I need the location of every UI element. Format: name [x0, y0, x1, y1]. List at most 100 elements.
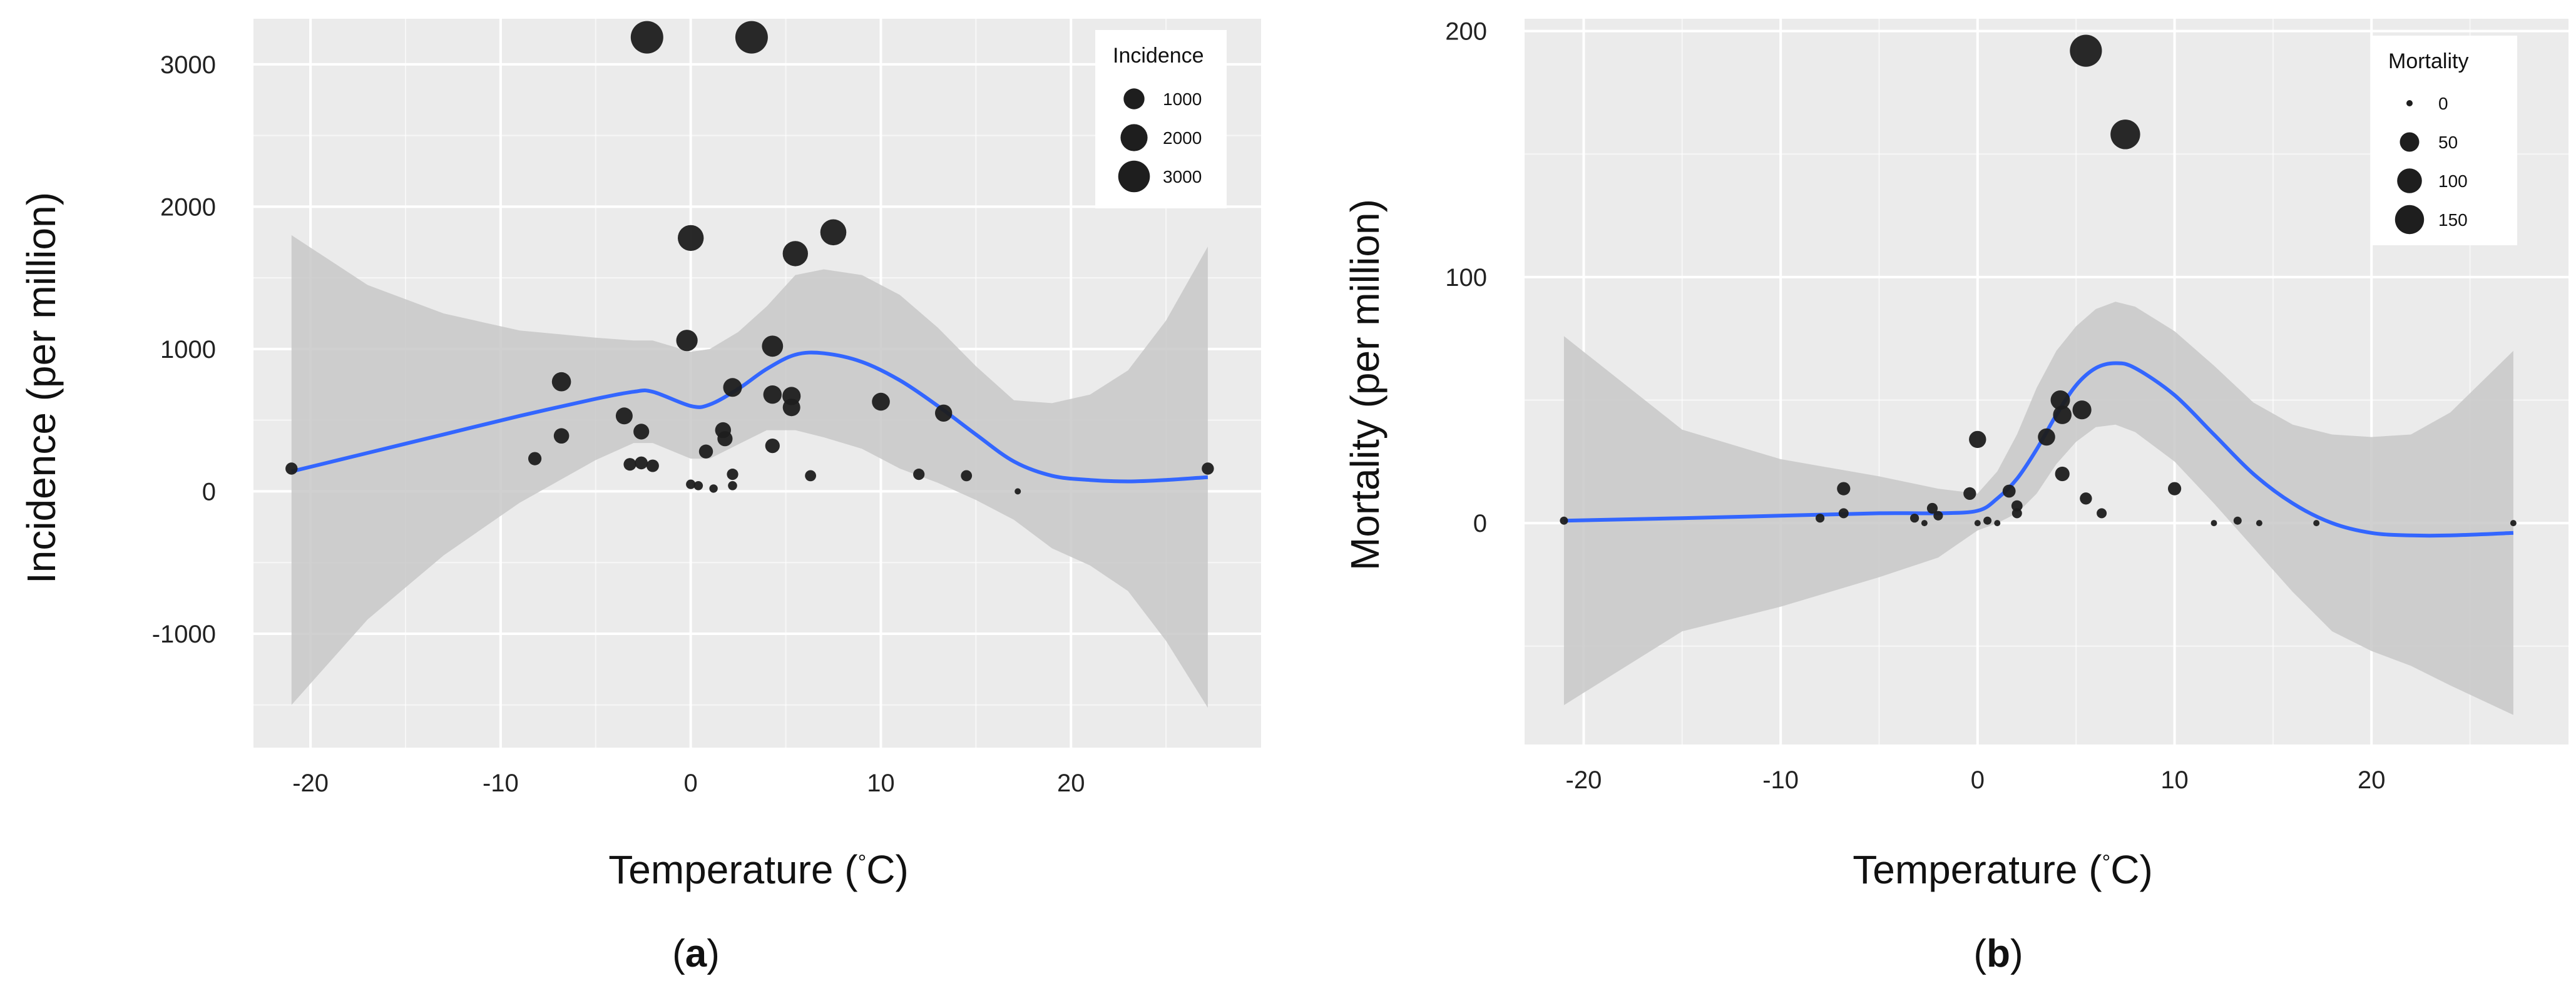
data-point — [2080, 492, 2092, 505]
legend-size-marker — [2400, 132, 2420, 152]
x-tick-label: 10 — [867, 770, 895, 797]
legend-size-marker — [1123, 88, 1145, 109]
panel-label-b-letter: b — [1986, 932, 2010, 975]
data-point — [728, 481, 737, 490]
data-point — [1963, 487, 1976, 501]
panel-label-a-letter: a — [685, 932, 707, 975]
x-tick-label: 20 — [2358, 766, 2386, 794]
data-point — [2050, 390, 2070, 410]
data-point — [763, 385, 782, 404]
data-point — [551, 372, 571, 392]
incidence-y-tick-labels: -1000 0 1000 2000 3000 — [152, 51, 216, 648]
data-point — [2211, 520, 2217, 527]
y-tick-label: 0 — [202, 478, 216, 506]
data-point — [623, 458, 636, 471]
mortality-legend-entries: 0 50 100 150 — [2395, 94, 2468, 235]
data-point — [1837, 482, 1851, 495]
data-point — [709, 484, 718, 493]
data-point — [2011, 508, 2022, 519]
legend-entry-label: 150 — [2438, 210, 2468, 230]
data-point — [935, 404, 953, 422]
data-point — [1838, 508, 1849, 519]
data-point — [1974, 520, 1981, 527]
y-tick-label: -1000 — [152, 621, 216, 648]
y-tick-label: 3000 — [160, 51, 216, 79]
data-point — [1983, 516, 1992, 525]
incidence-points — [285, 21, 1214, 495]
data-point — [2256, 520, 2262, 527]
x-tick-label: 10 — [2160, 766, 2189, 794]
data-point — [735, 21, 768, 54]
legend-size-marker — [2395, 205, 2425, 235]
data-point — [676, 330, 698, 352]
legend-size-marker — [1120, 124, 1148, 151]
x-tick-label: 0 — [684, 770, 698, 797]
legend-entry-label: 2000 — [1163, 128, 1202, 148]
data-point — [2002, 484, 2016, 498]
data-point — [913, 469, 925, 480]
data-point — [2053, 405, 2072, 424]
legend-entry-label: 3000 — [1163, 167, 1202, 186]
data-point — [2168, 482, 2182, 495]
data-point — [1910, 514, 1919, 523]
data-point — [961, 470, 973, 482]
incidence-legend: Incidence 1000 2000 3000 — [1095, 30, 1227, 208]
data-point — [2038, 428, 2055, 446]
y-tick-label: 2000 — [160, 193, 216, 221]
data-point — [2110, 119, 2140, 150]
mortality-x-tick-labels: -20 -10 0 10 20 — [1566, 766, 2386, 794]
mortality-y-tick-labels: 0 100 200 — [1445, 18, 1487, 537]
data-point — [2072, 400, 2092, 420]
legend-entry-label: 1000 — [1163, 89, 1202, 109]
data-point — [630, 21, 663, 54]
data-point — [1816, 514, 1825, 523]
data-point — [686, 479, 696, 489]
incidence-x-axis-label-end: C) — [866, 847, 909, 892]
legend-entry-label: 0 — [2438, 94, 2448, 113]
mortality-y-axis-label: Mortality (per million) — [1342, 199, 1388, 571]
data-point — [678, 225, 704, 252]
data-point — [1921, 520, 1928, 527]
data-point — [2055, 466, 2070, 482]
incidence-x-axis-label: Temperature (°C) — [608, 847, 909, 892]
mortality-x-axis-label-end: C) — [2110, 847, 2153, 892]
data-point — [723, 378, 742, 397]
data-point — [820, 219, 847, 246]
data-point — [1202, 462, 1214, 475]
data-point — [693, 481, 703, 490]
data-point — [805, 470, 816, 482]
data-point — [717, 431, 733, 447]
incidence-legend-entries: 1000 2000 3000 — [1118, 88, 1202, 193]
y-tick-label: 100 — [1445, 264, 1487, 292]
data-point — [2070, 34, 2102, 67]
data-point — [782, 399, 800, 417]
legend-size-marker — [2397, 168, 2422, 193]
data-point — [1560, 516, 1568, 525]
incidence-confidence-band — [291, 235, 1208, 708]
data-point — [1926, 502, 1938, 514]
data-point — [1969, 430, 1986, 449]
incidence-x-axis-label-main: Temperature ( — [608, 847, 857, 892]
y-tick-label: 1000 — [160, 336, 216, 363]
incidence-x-tick-labels: -20 -10 0 10 20 — [292, 770, 1085, 797]
mortality-legend: Mortality 0 50 100 150 — [2371, 36, 2517, 245]
data-point — [646, 459, 659, 472]
x-tick-label: -20 — [292, 770, 329, 797]
x-tick-label: 0 — [1971, 766, 1985, 794]
x-tick-label: -10 — [1762, 766, 1799, 794]
data-point — [633, 424, 650, 440]
data-point — [1933, 511, 1943, 521]
data-point — [1994, 520, 2001, 527]
mortality-points — [1560, 34, 2517, 527]
x-tick-label: -20 — [1566, 766, 1602, 794]
data-point — [553, 428, 570, 444]
incidence-legend-box — [1095, 30, 1227, 208]
y-tick-label: 0 — [1473, 510, 1487, 537]
legend-entry-label: 50 — [2438, 133, 2458, 152]
data-point — [698, 444, 713, 459]
data-point — [285, 462, 298, 475]
mortality-legend-title: Mortality — [2388, 49, 2468, 73]
mortality-legend-box — [2371, 36, 2517, 245]
